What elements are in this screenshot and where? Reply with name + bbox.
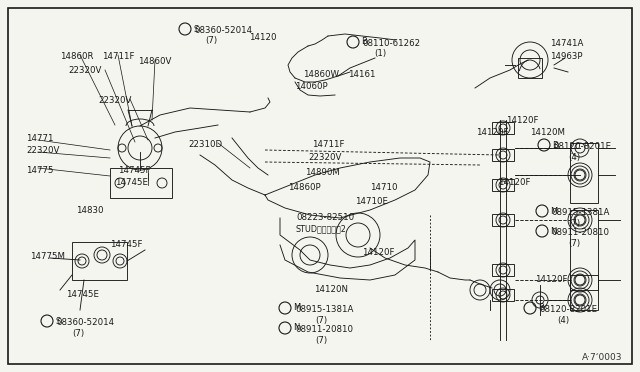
- Text: N: N: [293, 324, 300, 333]
- Bar: [518, 58, 542, 78]
- Bar: [72, 242, 127, 280]
- Text: 14745E: 14745E: [115, 178, 148, 187]
- Bar: [492, 122, 514, 134]
- Text: 14120: 14120: [249, 33, 276, 42]
- Text: 14745E: 14745E: [66, 290, 99, 299]
- Text: (4): (4): [557, 316, 569, 325]
- Text: 14120M: 14120M: [530, 128, 565, 137]
- Text: (4): (4): [568, 153, 580, 162]
- Text: 22310D: 22310D: [188, 140, 222, 149]
- Text: 22320V: 22320V: [26, 146, 60, 155]
- Text: M: M: [550, 206, 557, 215]
- Text: (7): (7): [72, 329, 84, 338]
- Bar: [492, 179, 514, 191]
- Text: 08360-52014: 08360-52014: [56, 318, 114, 327]
- Text: M: M: [293, 304, 300, 312]
- Text: 14830: 14830: [76, 206, 104, 215]
- Bar: [492, 214, 514, 226]
- Text: (7): (7): [315, 316, 327, 325]
- Text: (7): (7): [568, 219, 580, 228]
- Text: 08915-1381A: 08915-1381A: [295, 305, 353, 314]
- Text: 08120-8201E: 08120-8201E: [539, 305, 597, 314]
- Text: 14711F: 14711F: [102, 52, 134, 61]
- Text: 08120-8201E: 08120-8201E: [553, 142, 611, 151]
- Text: 22320V: 22320V: [68, 66, 101, 75]
- Text: (1): (1): [374, 49, 386, 58]
- Text: 22320V: 22320V: [308, 153, 341, 162]
- Text: 08110-61262: 08110-61262: [362, 39, 420, 48]
- Text: 14775M: 14775M: [30, 252, 65, 261]
- Text: 08915-1381A: 08915-1381A: [551, 208, 609, 217]
- Text: B: B: [552, 141, 558, 150]
- Bar: [492, 289, 514, 301]
- Text: B: B: [361, 38, 367, 46]
- Text: (7): (7): [205, 36, 217, 45]
- Text: 14745F: 14745F: [110, 240, 143, 249]
- Text: 14161: 14161: [348, 70, 376, 79]
- Bar: [492, 149, 514, 161]
- Text: B: B: [538, 304, 544, 312]
- Text: 14741A: 14741A: [550, 39, 584, 48]
- Text: (7): (7): [568, 239, 580, 248]
- Text: 14775: 14775: [26, 166, 54, 175]
- Text: A·7‘0003: A·7‘0003: [582, 353, 622, 362]
- Text: S: S: [193, 25, 198, 33]
- Bar: [570, 210, 598, 290]
- Text: N: N: [550, 227, 556, 235]
- Text: 14120F: 14120F: [535, 275, 568, 284]
- Text: 22320V: 22320V: [98, 96, 131, 105]
- Text: 14120F: 14120F: [498, 178, 531, 187]
- Text: STUDスタッド　2: STUDスタッド 2: [296, 224, 347, 233]
- Text: 14745F: 14745F: [118, 166, 150, 175]
- Text: 14860V: 14860V: [138, 57, 172, 66]
- Text: 08223-82510: 08223-82510: [296, 213, 354, 222]
- Text: 14120F: 14120F: [506, 116, 538, 125]
- Text: 14710: 14710: [370, 183, 397, 192]
- Text: 14890M: 14890M: [305, 168, 340, 177]
- Text: 14771: 14771: [26, 134, 54, 143]
- Text: 14120F: 14120F: [362, 248, 394, 257]
- Bar: [492, 264, 514, 276]
- Bar: [570, 275, 598, 310]
- Bar: [110, 168, 172, 198]
- Text: 08911-20810: 08911-20810: [295, 325, 353, 334]
- Text: (7): (7): [315, 336, 327, 345]
- Text: 14120N: 14120N: [314, 285, 348, 294]
- Text: S: S: [55, 317, 60, 326]
- Text: 14120F: 14120F: [476, 128, 509, 137]
- Bar: [570, 143, 598, 203]
- Text: 14860R: 14860R: [60, 52, 93, 61]
- Text: 14060P: 14060P: [295, 82, 328, 91]
- Text: 14710E: 14710E: [355, 197, 388, 206]
- Text: 14963P: 14963P: [550, 52, 582, 61]
- Text: 14860W: 14860W: [303, 70, 339, 79]
- Text: 08360-52014: 08360-52014: [194, 26, 252, 35]
- Text: 14711F: 14711F: [312, 140, 344, 149]
- Text: 14860P: 14860P: [288, 183, 321, 192]
- Text: 08911-20810: 08911-20810: [551, 228, 609, 237]
